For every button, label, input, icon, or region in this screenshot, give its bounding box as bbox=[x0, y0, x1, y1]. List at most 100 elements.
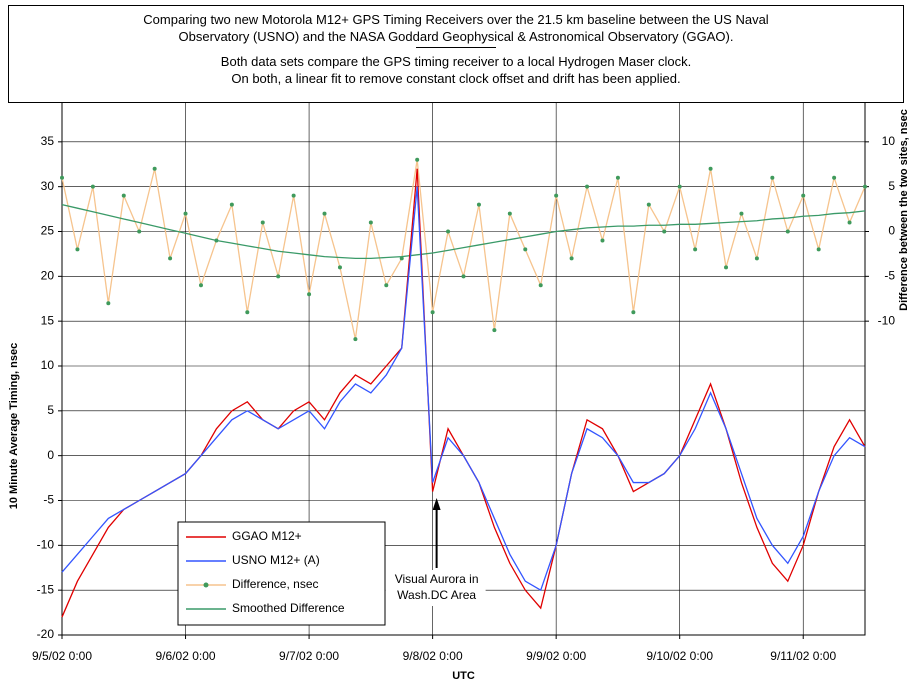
title-line: Comparing two new Motorola M12+ GPS Timi… bbox=[143, 12, 769, 27]
y2-tick-label: 5 bbox=[888, 179, 895, 193]
x-tick-label: 9/7/02 0:00 bbox=[279, 649, 339, 663]
series-marker bbox=[121, 193, 126, 198]
subtitle-line: Both data sets compare the GPS timing re… bbox=[220, 54, 692, 69]
y-tick-label: -15 bbox=[37, 582, 55, 596]
series-line bbox=[61, 186, 866, 592]
series-marker bbox=[538, 283, 543, 288]
x-tick-label: 9/10/02 0:00 bbox=[646, 649, 713, 663]
legend-label: Smoothed Difference bbox=[232, 601, 345, 615]
series-marker bbox=[600, 238, 605, 243]
series-marker bbox=[198, 283, 203, 288]
title-line: Observatory (USNO) and the NASA Goddard … bbox=[178, 29, 734, 44]
series-marker bbox=[523, 247, 528, 252]
annotation-box bbox=[385, 570, 486, 606]
series-marker bbox=[337, 265, 342, 270]
y-tick-label: -20 bbox=[37, 627, 55, 641]
subtitle-line: On both, a linear fit to remove constant… bbox=[231, 71, 681, 86]
series-marker bbox=[585, 184, 590, 189]
series-marker bbox=[322, 211, 327, 216]
y-tick-label: 5 bbox=[47, 403, 54, 417]
x-tick-label: 9/8/02 0:00 bbox=[403, 649, 463, 663]
series-marker bbox=[430, 310, 435, 315]
series-marker bbox=[260, 220, 265, 225]
series-marker bbox=[229, 202, 234, 207]
y-tick-label: 0 bbox=[47, 448, 54, 462]
series-marker bbox=[832, 175, 837, 180]
y-axis-label: 10 Minute Average Timing, nsec bbox=[8, 343, 20, 509]
y-tick-label: 30 bbox=[41, 179, 55, 193]
series-marker bbox=[446, 229, 451, 234]
series-marker bbox=[106, 301, 111, 306]
y2-tick-label: -10 bbox=[878, 313, 896, 327]
series-marker bbox=[569, 256, 574, 261]
series-marker bbox=[631, 310, 636, 315]
x-tick-label: 9/9/02 0:00 bbox=[526, 649, 586, 663]
series-marker bbox=[461, 274, 466, 279]
series-marker bbox=[754, 256, 759, 261]
series-marker bbox=[415, 157, 420, 162]
annotation-arrowhead bbox=[432, 498, 441, 510]
series-marker bbox=[662, 229, 667, 234]
y-tick-label: -5 bbox=[43, 493, 54, 507]
series-marker bbox=[507, 211, 512, 216]
legend-label: Difference, nsec bbox=[232, 577, 319, 591]
series-marker bbox=[492, 328, 497, 333]
series-marker bbox=[75, 247, 80, 252]
series-marker bbox=[770, 175, 775, 180]
y-tick-label: 25 bbox=[41, 224, 55, 238]
series-marker bbox=[168, 256, 173, 261]
series-marker bbox=[183, 211, 188, 216]
y-tick-label: 35 bbox=[41, 134, 55, 148]
series-marker bbox=[137, 229, 142, 234]
series-marker bbox=[307, 292, 312, 297]
series-marker bbox=[847, 220, 852, 225]
series-marker bbox=[353, 337, 358, 342]
series-marker bbox=[90, 184, 95, 189]
annotation-text: Wash.DC Area bbox=[397, 588, 476, 602]
x-axis-label: UTC bbox=[452, 670, 475, 682]
legend-box bbox=[177, 521, 386, 626]
series-marker bbox=[785, 229, 790, 234]
series-marker bbox=[693, 247, 698, 252]
series-marker bbox=[476, 202, 481, 207]
y-tick-label: 10 bbox=[41, 358, 55, 372]
legend-label: USNO M12+ (A) bbox=[232, 553, 320, 567]
y2-tick-label: 0 bbox=[888, 224, 895, 238]
x-tick-label: 9/11/02 0:00 bbox=[770, 649, 836, 663]
legend-marker bbox=[203, 582, 209, 588]
y2-tick-label: -5 bbox=[884, 269, 895, 283]
series-marker bbox=[863, 184, 867, 189]
series-marker bbox=[801, 193, 806, 198]
series-marker bbox=[816, 247, 821, 252]
series-marker bbox=[739, 211, 744, 216]
legend: GGAO M12+ USNO M12+ (A) Difference, nsec Sm… bbox=[177, 521, 386, 626]
separator bbox=[416, 47, 496, 48]
title-box: Comparing two new Motorola M12+ GPS Timi… bbox=[8, 5, 904, 103]
y2-axis-label: Difference between the two sites, nsec bbox=[898, 109, 910, 311]
y-tick-label: -10 bbox=[37, 538, 55, 552]
y2-tick-label: 10 bbox=[882, 134, 896, 148]
y-tick-label: 20 bbox=[41, 269, 55, 283]
series-line bbox=[61, 203, 866, 260]
series-marker bbox=[60, 175, 64, 180]
x-tick-label: 9/5/02 0:00 bbox=[32, 649, 92, 663]
legend-label: GGAO M12+ bbox=[232, 529, 302, 543]
series-marker bbox=[615, 175, 620, 180]
series-marker bbox=[276, 274, 281, 279]
series-marker bbox=[291, 193, 296, 198]
series-marker bbox=[384, 283, 389, 288]
y-tick-label: 15 bbox=[41, 313, 55, 327]
series-marker bbox=[399, 256, 404, 261]
series-marker bbox=[677, 184, 682, 189]
series-marker bbox=[724, 265, 729, 270]
series-marker bbox=[368, 220, 373, 225]
series-marker bbox=[554, 193, 559, 198]
x-tick-label: 9/6/02 0:00 bbox=[156, 649, 216, 663]
series-marker bbox=[646, 202, 651, 207]
series-marker bbox=[152, 166, 157, 171]
series-marker bbox=[245, 310, 250, 315]
series-marker bbox=[708, 166, 713, 171]
annotation-text: Visual Aurora in bbox=[395, 572, 479, 586]
